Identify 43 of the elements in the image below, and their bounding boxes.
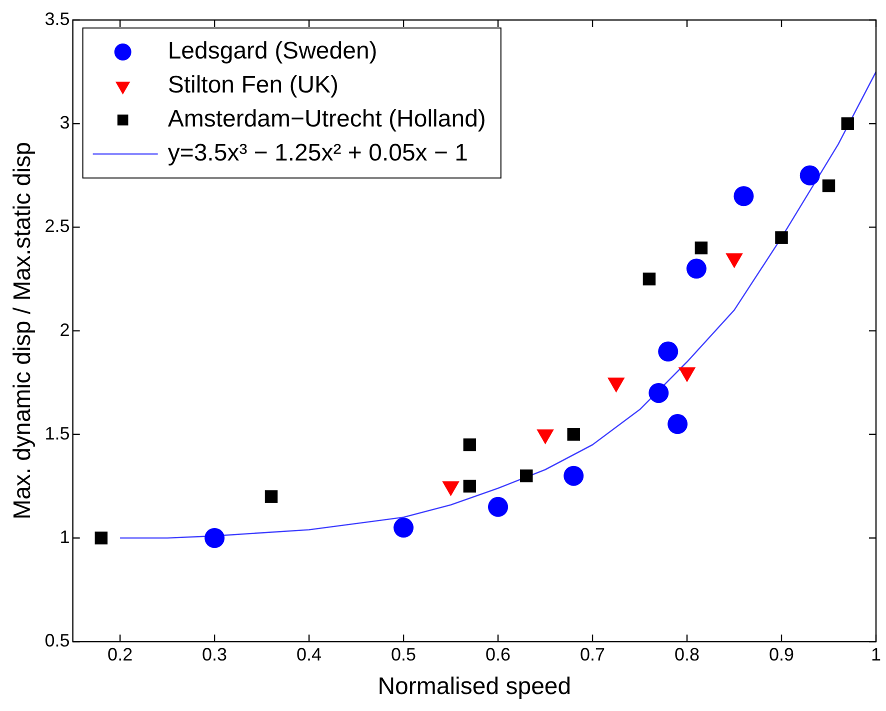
point — [520, 469, 533, 482]
point — [800, 165, 820, 186]
point — [822, 179, 836, 192]
point — [734, 186, 754, 206]
y-tick-label: 0.5 — [44, 630, 70, 651]
point — [463, 480, 476, 493]
x-tick-label: 0.3 — [202, 644, 228, 664]
x-tick-label: 0.5 — [391, 644, 416, 664]
legend-label: Amsterdam−Utrecht (Holland) — [168, 106, 486, 133]
point — [394, 518, 414, 538]
y-tick-label: 2.5 — [44, 216, 70, 236]
point — [204, 528, 225, 548]
legend-label: Ledsgard (Sweden) — [168, 38, 378, 65]
x-tick-label: 0.7 — [580, 644, 606, 664]
point — [694, 242, 708, 254]
x-tick-label: 0.4 — [296, 644, 322, 664]
y-axis-title: Max. dynamic disp / Max.static disp — [9, 142, 36, 520]
point — [488, 496, 508, 517]
y-tick-label: 2 — [60, 320, 70, 340]
y-tick-label: 3.5 — [44, 8, 70, 29]
x-tick-label: 0.6 — [486, 644, 511, 664]
x-tick-label: 1 — [870, 644, 882, 664]
point — [686, 258, 706, 279]
y-tick-label: 3 — [60, 112, 70, 133]
x-tick-label: 0.8 — [674, 644, 700, 664]
point — [775, 231, 788, 244]
point — [264, 490, 278, 503]
point — [567, 428, 580, 441]
legend-label: Stilton Fen (UK) — [168, 72, 339, 99]
y-tick-label: 1.5 — [44, 423, 70, 444]
point — [463, 438, 476, 452]
point — [648, 382, 669, 403]
x-tick-label: 0.2 — [108, 644, 133, 664]
point — [658, 342, 678, 362]
legend-label: y=3.5x³ − 1.25x² + 0.05x − 1 — [168, 140, 468, 167]
point — [94, 532, 108, 544]
y-tick-label: 1 — [60, 526, 70, 547]
point — [642, 272, 656, 286]
point — [668, 414, 688, 434]
point — [841, 117, 854, 130]
x-axis-title: Normalised speed — [378, 673, 572, 700]
x-tick-label: 0.9 — [768, 644, 794, 664]
point — [564, 466, 584, 486]
